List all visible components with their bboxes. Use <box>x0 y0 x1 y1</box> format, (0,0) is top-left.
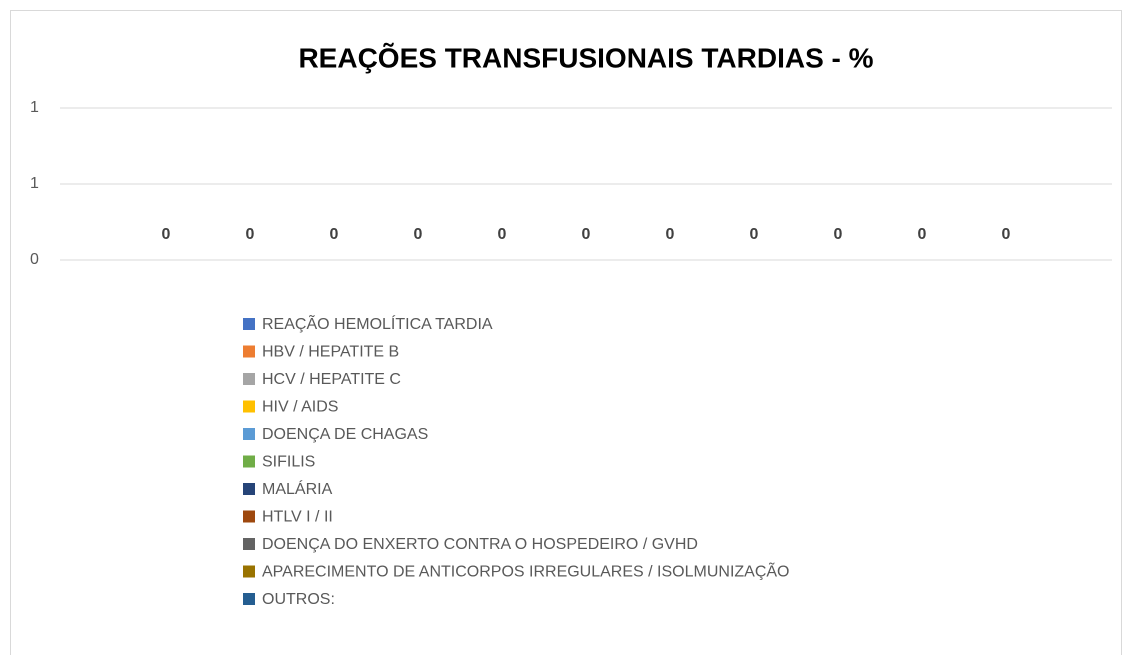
legend-label: HIV / AIDS <box>262 399 338 416</box>
legend-swatch <box>243 345 255 358</box>
legend-label: REAÇÃO HEMOLÍTICA TARDIA <box>262 313 493 333</box>
data-label: 0 <box>330 226 339 243</box>
data-label: 0 <box>162 226 171 243</box>
data-label: 0 <box>246 226 255 243</box>
legend-swatch <box>243 538 255 550</box>
y-tick-label: 0 <box>30 251 39 268</box>
legend-label: OUTROS: <box>262 591 335 608</box>
legend-label: HCV / HEPATITE C <box>262 371 401 388</box>
data-label: 0 <box>750 226 759 243</box>
legend-swatch <box>243 428 255 440</box>
y-tick-label: 1 <box>30 99 39 116</box>
legend-swatch <box>243 373 255 385</box>
legend-swatch <box>243 565 255 578</box>
legend-label: DOENÇA DE CHAGAS <box>262 426 428 443</box>
legend-label: APARECIMENTO DE ANTICORPOS IRREGULARES /… <box>262 561 790 581</box>
data-label: 0 <box>666 226 675 243</box>
legend-swatch <box>243 510 255 523</box>
legend-swatch <box>243 483 255 495</box>
data-label: 0 <box>498 226 507 243</box>
data-label: 0 <box>582 226 591 243</box>
legend-swatch <box>243 455 255 468</box>
data-label: 0 <box>834 226 843 243</box>
data-label: 0 <box>414 226 423 243</box>
legend-label: HBV / HEPATITE B <box>262 344 399 361</box>
chart-title: REAÇÕES TRANSFUSIONAIS TARDIAS - % <box>298 42 873 73</box>
data-label: 0 <box>1002 226 1011 243</box>
legend-swatch <box>243 593 255 605</box>
chart-frame <box>10 10 1122 655</box>
legend-label: DOENÇA DO ENXERTO CONTRA O HOSPEDEIRO / … <box>262 536 698 553</box>
legend-swatch <box>243 400 255 413</box>
legend-label: SIFILIS <box>262 454 315 471</box>
data-label: 0 <box>918 226 927 243</box>
legend-swatch <box>243 318 255 330</box>
y-tick-label: 1 <box>30 175 39 192</box>
legend-label: HTLV I / II <box>262 509 333 526</box>
legend-label: MALÁRIA <box>262 479 333 498</box>
